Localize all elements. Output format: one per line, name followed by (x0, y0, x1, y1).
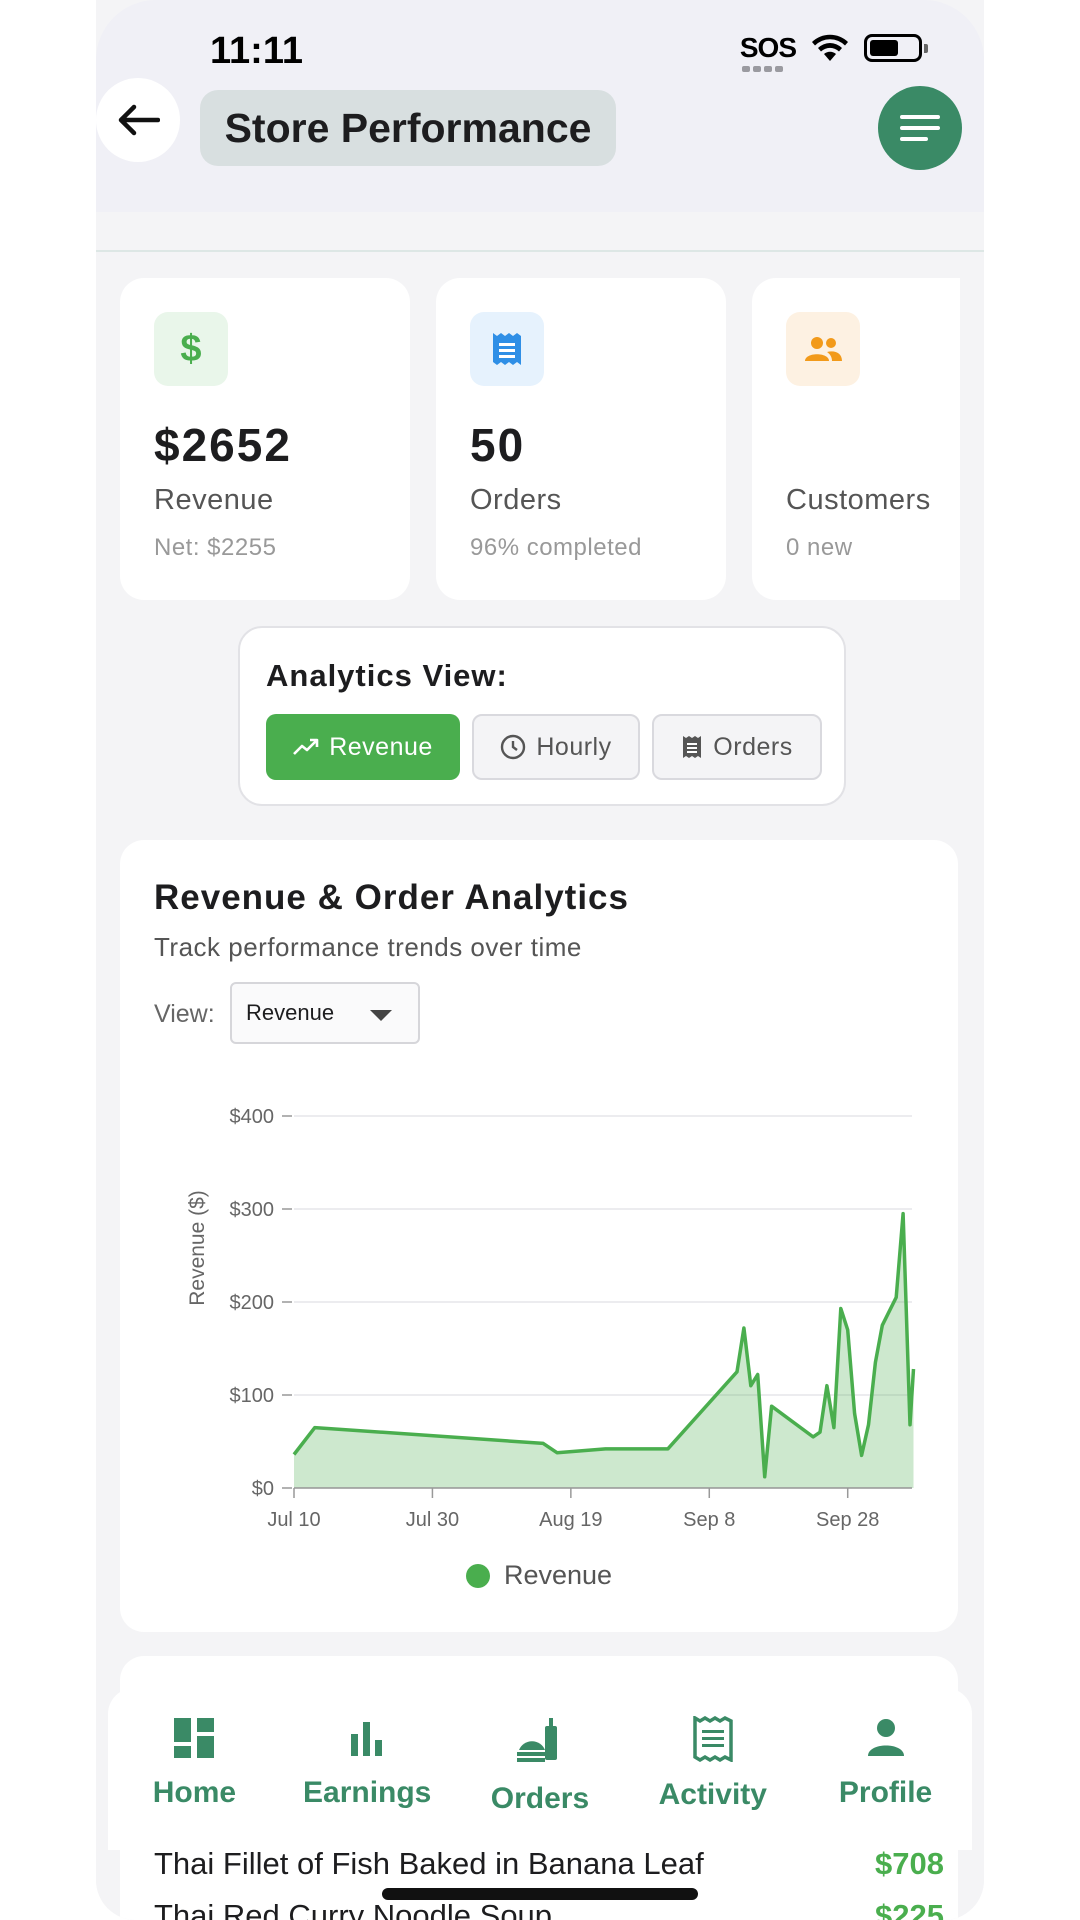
nav-orders[interactable]: Orders (460, 1716, 620, 1816)
sos-label: SOS (739, 32, 797, 63)
dashboard-icon (174, 1718, 215, 1758)
dollar-icon: $ (154, 312, 228, 386)
stat-label: Customers (786, 484, 931, 516)
people-icon (786, 312, 860, 386)
y-tick-label: $0 (252, 1478, 274, 1500)
status-time: 11:11 (210, 30, 303, 72)
wifi-icon (812, 34, 848, 61)
stat-subtext: Net: $2255 (154, 534, 277, 561)
battery-icon (864, 34, 928, 62)
view-dropdown[interactable]: Revenue (230, 982, 420, 1044)
header-divider (96, 250, 984, 252)
signal-dots (741, 66, 783, 72)
receipt-icon (683, 736, 702, 758)
receipt-icon (470, 312, 544, 386)
nav-earnings-label: Earnings (303, 1776, 432, 1809)
revenue-view-label: Revenue (329, 732, 433, 761)
chart-subtitle: Track performance trends over time (154, 932, 582, 962)
analytics-view-title: Analytics View: (266, 658, 508, 693)
item-price: $225 (875, 1898, 944, 1920)
orders-view-label: Orders (713, 732, 793, 761)
sos-indicator: SOS (739, 32, 797, 72)
back-button[interactable] (96, 78, 180, 162)
chart-axes: $0 $100 $200 $300 $400 Jul 10 Jul 30 Aug 19 Sep … (230, 1106, 912, 1531)
analytics-view-panel: Analytics View: Revenue Hourly Orders (238, 626, 846, 806)
item-name: Thai Red Curry Noodle Soup (154, 1898, 553, 1920)
y-tick-label: $200 (230, 1292, 275, 1314)
chart-title: Revenue & Order Analytics (154, 878, 629, 917)
item-name: Thai Fillet of Fish Baked in Banana Leaf (154, 1846, 704, 1881)
revenue-line (292, 1211, 916, 1479)
nav-earnings[interactable]: Earnings (287, 1716, 447, 1810)
status-icons: SOS (739, 32, 928, 72)
menu-button[interactable] (878, 86, 962, 170)
receipt-icon (693, 1716, 733, 1762)
stat-value: $2652 (154, 419, 292, 471)
item-price: $708 (875, 1846, 944, 1881)
person-icon (867, 1719, 904, 1756)
stat-card-revenue: $ $2652 Revenue Net: $2255 (120, 278, 410, 600)
stat-subtext: 0 new (786, 534, 853, 561)
page-title: Store Performance (200, 90, 616, 166)
x-tick-label: Jul 10 (267, 1509, 320, 1531)
x-tick-label: Aug 19 (539, 1509, 602, 1531)
arrow-left-icon (118, 104, 160, 136)
view-label: View: (154, 1000, 215, 1028)
nav-orders-label: Orders (490, 1782, 590, 1815)
legend-label: Revenue (503, 1560, 613, 1590)
stat-card-customers: Customers 0 new (752, 278, 960, 600)
hourly-view-button[interactable]: Hourly (472, 714, 640, 780)
nav-profile[interactable]: Profile (806, 1716, 966, 1810)
chart-area-layer (292, 1211, 916, 1488)
y-tick-label: $300 (230, 1199, 275, 1221)
bottom-navigation: Home Earnings Orders Activity Profile (108, 1688, 972, 1850)
y-tick-label: $100 (230, 1385, 275, 1407)
stat-label: Revenue (154, 484, 274, 516)
chart-legend: Revenue (120, 1560, 958, 1591)
home-indicator (382, 1888, 698, 1900)
chart-grid (294, 1115, 912, 1489)
bar-chart-icon (351, 1722, 383, 1756)
revenue-area (294, 1213, 914, 1488)
clock-icon (501, 734, 526, 760)
legend-swatch (465, 1563, 490, 1588)
x-tick-label: Jul 30 (406, 1509, 459, 1531)
y-tick-label: $400 (230, 1106, 275, 1128)
app-screen: 11:11 SOS Store Performance $ $2652 Reve… (96, 0, 984, 1920)
list-item[interactable]: Thai Red Curry Noodle Soup $225 (154, 1898, 944, 1920)
nav-activity[interactable]: Activity (633, 1716, 793, 1812)
hourly-view-label: Hourly (536, 732, 612, 761)
revenue-chart-card: Revenue & Order Analytics Track performa… (120, 840, 958, 1632)
stat-card-orders: 50 Orders 96% completed (436, 278, 726, 600)
stat-value: 50 (470, 419, 526, 471)
revenue-view-button[interactable]: Revenue (266, 714, 460, 780)
trending-up-icon (293, 738, 319, 755)
nav-home[interactable]: Home (114, 1716, 274, 1810)
y-axis-label: Revenue ($) (186, 1190, 209, 1306)
x-tick-label: Sep 8 (683, 1509, 735, 1531)
stat-subtext: 96% completed (470, 534, 642, 561)
x-tick-label: Sep 28 (816, 1509, 879, 1531)
menu-icon (900, 115, 940, 141)
nav-profile-label: Profile (838, 1776, 933, 1809)
view-dropdown-value: Revenue (246, 1000, 335, 1025)
nav-activity-label: Activity (658, 1778, 767, 1811)
food-delivery-icon (516, 1718, 557, 1762)
list-item[interactable]: Thai Fillet of Fish Baked in Banana Leaf… (154, 1846, 944, 1882)
revenue-chart: $0 $100 $200 $300 $400 Jul 10 Jul 30 Aug 19 Sep … (186, 1106, 916, 1531)
stat-label: Orders (470, 484, 562, 516)
caret-down-icon (370, 1010, 392, 1021)
orders-view-button[interactable]: Orders (652, 714, 822, 780)
nav-home-label: Home (152, 1776, 237, 1809)
